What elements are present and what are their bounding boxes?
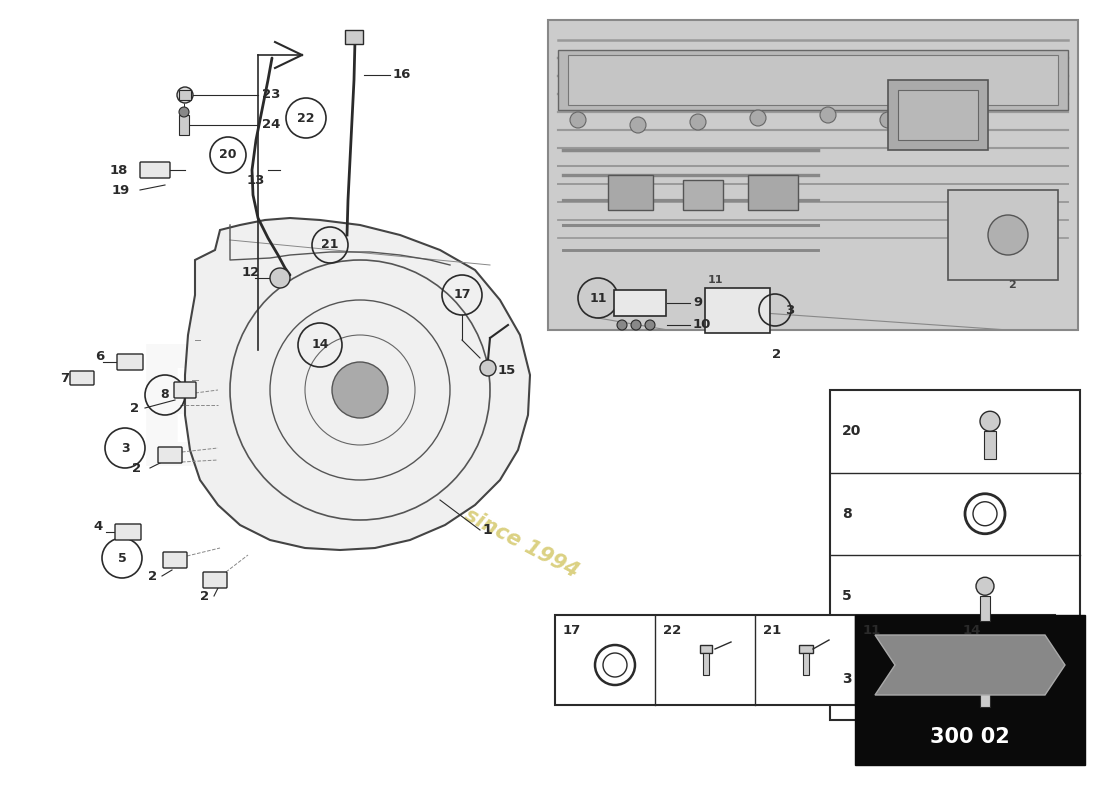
Circle shape <box>179 107 189 117</box>
Bar <box>700 645 712 653</box>
Circle shape <box>974 502 997 526</box>
Circle shape <box>617 320 627 330</box>
Circle shape <box>270 268 290 288</box>
Text: 8: 8 <box>161 389 169 402</box>
Text: 2: 2 <box>148 570 157 582</box>
Circle shape <box>820 107 836 123</box>
FancyBboxPatch shape <box>117 354 143 370</box>
Text: 14: 14 <box>962 623 981 637</box>
Circle shape <box>905 655 925 675</box>
Text: 5: 5 <box>842 590 851 603</box>
Circle shape <box>645 320 654 330</box>
Text: 6: 6 <box>95 350 104 362</box>
Circle shape <box>976 578 994 595</box>
Bar <box>608 175 653 210</box>
Text: 300 02: 300 02 <box>931 727 1010 747</box>
Circle shape <box>177 87 192 103</box>
Circle shape <box>988 215 1028 255</box>
Text: 17: 17 <box>563 623 581 637</box>
Text: 20: 20 <box>219 149 236 162</box>
Circle shape <box>1003 653 1027 677</box>
Bar <box>179 90 191 100</box>
FancyBboxPatch shape <box>163 552 187 568</box>
Bar <box>888 80 988 150</box>
Circle shape <box>480 360 496 376</box>
Circle shape <box>940 117 956 133</box>
Text: 2: 2 <box>200 590 209 602</box>
Bar <box>683 180 723 210</box>
Bar <box>948 190 1058 280</box>
Text: 13: 13 <box>248 174 265 186</box>
Bar <box>568 55 1058 105</box>
Text: 2: 2 <box>1008 280 1015 290</box>
Bar <box>799 645 813 653</box>
Circle shape <box>750 110 766 126</box>
Text: 24: 24 <box>262 118 280 131</box>
Circle shape <box>570 112 586 128</box>
Bar <box>748 175 797 210</box>
Bar <box>614 290 666 316</box>
FancyBboxPatch shape <box>116 524 141 540</box>
Circle shape <box>631 320 641 330</box>
Bar <box>803 653 808 675</box>
Text: 2: 2 <box>772 349 781 362</box>
FancyBboxPatch shape <box>70 371 94 385</box>
Bar <box>558 50 1068 110</box>
Text: 17: 17 <box>453 289 471 302</box>
Bar <box>898 90 978 140</box>
FancyBboxPatch shape <box>204 572 227 588</box>
Text: 4: 4 <box>94 519 102 533</box>
Bar <box>345 30 363 44</box>
Text: 2: 2 <box>130 402 139 414</box>
Bar <box>855 615 1085 765</box>
Text: 22: 22 <box>297 111 315 125</box>
Bar <box>980 678 990 706</box>
Text: 11: 11 <box>590 291 607 305</box>
Text: 12: 12 <box>242 266 261 278</box>
Circle shape <box>690 114 706 130</box>
Text: 9: 9 <box>693 297 702 310</box>
Text: 23: 23 <box>262 89 280 102</box>
Circle shape <box>976 660 994 678</box>
FancyBboxPatch shape <box>158 447 182 463</box>
Text: 22: 22 <box>663 623 681 637</box>
Text: 11: 11 <box>708 275 724 285</box>
Bar <box>703 653 710 675</box>
Text: 11: 11 <box>864 623 881 637</box>
Text: 8: 8 <box>842 506 851 521</box>
Text: 5: 5 <box>118 551 127 565</box>
Bar <box>830 390 1080 720</box>
Text: 1: 1 <box>482 523 492 537</box>
Bar <box>179 115 189 135</box>
Text: EPC: EPC <box>131 338 490 502</box>
FancyBboxPatch shape <box>174 382 196 398</box>
Text: 18: 18 <box>110 163 129 177</box>
Text: 14: 14 <box>311 338 329 351</box>
Bar <box>984 431 996 459</box>
Text: 3: 3 <box>785 303 794 317</box>
Circle shape <box>630 117 646 133</box>
Text: 7: 7 <box>60 371 69 385</box>
Text: 3: 3 <box>121 442 130 454</box>
Text: 16: 16 <box>393 69 411 82</box>
Text: 15: 15 <box>498 363 516 377</box>
Text: 21: 21 <box>321 238 339 251</box>
Text: 10: 10 <box>693 318 712 331</box>
Circle shape <box>980 411 1000 431</box>
Polygon shape <box>185 218 530 550</box>
Text: a passion for parts since 1994: a passion for parts since 1994 <box>258 398 582 582</box>
Text: 20: 20 <box>842 424 861 438</box>
Circle shape <box>880 112 896 128</box>
FancyBboxPatch shape <box>140 162 170 178</box>
Text: 2: 2 <box>132 462 141 474</box>
Bar <box>980 596 990 622</box>
Polygon shape <box>874 635 1065 695</box>
Circle shape <box>332 362 388 418</box>
Bar <box>548 20 1078 330</box>
Bar <box>705 288 770 333</box>
Text: 3: 3 <box>842 672 851 686</box>
Text: 19: 19 <box>112 183 130 197</box>
Bar <box>556 615 1055 705</box>
Text: 21: 21 <box>763 623 781 637</box>
